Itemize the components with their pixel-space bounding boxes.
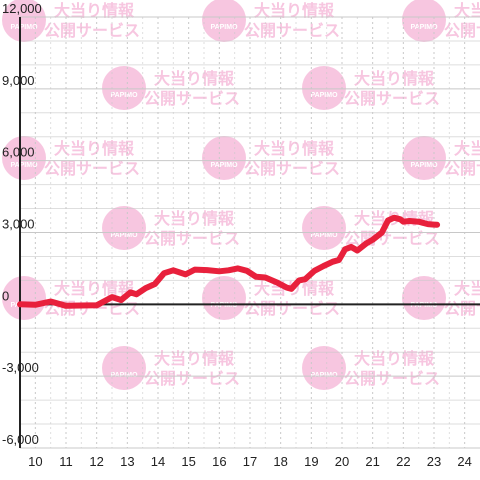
watermark-logo-icon — [302, 66, 346, 110]
watermark-logo-text: PAPIMO — [410, 24, 438, 31]
watermark-logo-text: PAPIMO — [410, 302, 438, 309]
watermark-line1: 大当り情報 — [54, 1, 135, 20]
watermark-line1: 大当り情報 — [254, 1, 335, 20]
watermark-logo-icon — [402, 136, 446, 180]
y-tick-label: 9,000 — [2, 73, 35, 88]
x-tick-label: 19 — [304, 454, 318, 469]
series-line-0 — [17, 214, 441, 309]
watermark-logo-text: PAPIMO — [410, 162, 438, 169]
watermark-line2: 公開サービス — [244, 160, 340, 178]
watermark-line2: 公開サービス — [144, 90, 240, 108]
watermark-line1: 大当り情報 — [454, 279, 480, 298]
x-tick-label: 13 — [120, 454, 134, 469]
watermark-logo-icon — [102, 346, 146, 390]
watermark-logo-text: PAPIMO — [110, 232, 138, 239]
x-tick-label: 20 — [335, 454, 349, 469]
watermark-line2: 公開サービス — [144, 230, 240, 248]
watermark-logo-icon — [302, 206, 346, 250]
y-tick-label: 0 — [2, 288, 9, 303]
watermark-line2: 公開サービス — [44, 160, 140, 178]
watermark-line2: 公開サービス — [444, 160, 480, 178]
x-tick-label: 11 — [59, 454, 73, 469]
watermark-line2: 公開サービス — [244, 300, 340, 318]
x-tick-label: 15 — [181, 454, 195, 469]
watermark-line2: 公開サービス — [344, 90, 440, 108]
x-tick-label: 18 — [273, 454, 287, 469]
watermark-line2: 公開サービス — [344, 370, 440, 388]
watermark-logo-icon — [2, 0, 46, 42]
y-tick-label: 12,000 — [2, 1, 42, 16]
y-tick-label: -3,000 — [2, 360, 39, 375]
watermark-logo-icon — [402, 0, 446, 42]
watermark-line1: 大当り情報 — [154, 69, 235, 88]
watermark-line1: 大当り情報 — [54, 279, 135, 298]
tick-label-layer: 12,000 9,000 6,000 3,000 0 -3,000 -6,000 10 11 12… — [2, 1, 472, 469]
watermark-line1: 大当り情報 — [354, 69, 435, 88]
watermark-logo-icon — [402, 276, 446, 320]
y-tick-label: 6,000 — [2, 145, 35, 160]
x-tick-label: 24 — [457, 454, 471, 469]
watermark-logo-text: PAPIMO — [110, 372, 138, 379]
x-tick-label: 16 — [212, 454, 226, 469]
watermark-line2: 公開サービス — [244, 22, 340, 40]
watermark-logo-icon — [202, 136, 246, 180]
grid-layer — [20, 16, 480, 449]
x-tick-label: 23 — [427, 454, 441, 469]
watermark-logo-text: PAPIMO — [310, 232, 338, 239]
watermark-logo-icon — [202, 276, 246, 320]
watermark-logo-text: PAPIMO — [110, 92, 138, 99]
y-tick-label: 3,000 — [2, 217, 35, 232]
x-tick-label: 12 — [89, 454, 103, 469]
x-tick-label: 17 — [243, 454, 257, 469]
watermark-logo-text: PAPIMO — [10, 162, 38, 169]
watermark-logo-text: PAPIMO — [310, 92, 338, 99]
watermark-line1: 大当り情報 — [54, 139, 135, 158]
x-tick-label: 10 — [28, 454, 42, 469]
watermark-line2: 公開サービス — [144, 370, 240, 388]
watermark-logo-text: PAPIMO — [210, 302, 238, 309]
watermark-line1: 大当り情報 — [454, 1, 480, 20]
watermark-line1: 大当り情報 — [154, 349, 235, 368]
x-tick-label: 21 — [365, 454, 379, 469]
watermark-logo-icon — [102, 66, 146, 110]
series-layer — [17, 214, 441, 309]
watermark-line2: 公開サービス — [444, 22, 480, 40]
watermark-logo-text: PAPIMO — [210, 162, 238, 169]
watermark-line1: 大当り情報 — [354, 349, 435, 368]
watermark-logo-icon — [302, 346, 346, 390]
watermark-logo-text: PAPIMO — [310, 372, 338, 379]
watermark-line1: 大当り情報 — [154, 209, 235, 228]
watermark-line2: 公開サービス — [44, 22, 140, 40]
y-tick-label: -6,000 — [2, 432, 39, 447]
x-tick-label: 14 — [151, 454, 165, 469]
watermark-logo-text: PAPIMO — [10, 24, 38, 31]
watermark-logo-text: PAPIMO — [210, 24, 238, 31]
x-tick-label: 22 — [396, 454, 410, 469]
watermark-logo-icon — [102, 206, 146, 250]
watermark-line1: 大当り情報 — [454, 139, 480, 158]
watermark-line1: 大当り情報 — [254, 139, 335, 158]
watermark-logo-icon — [202, 0, 246, 42]
